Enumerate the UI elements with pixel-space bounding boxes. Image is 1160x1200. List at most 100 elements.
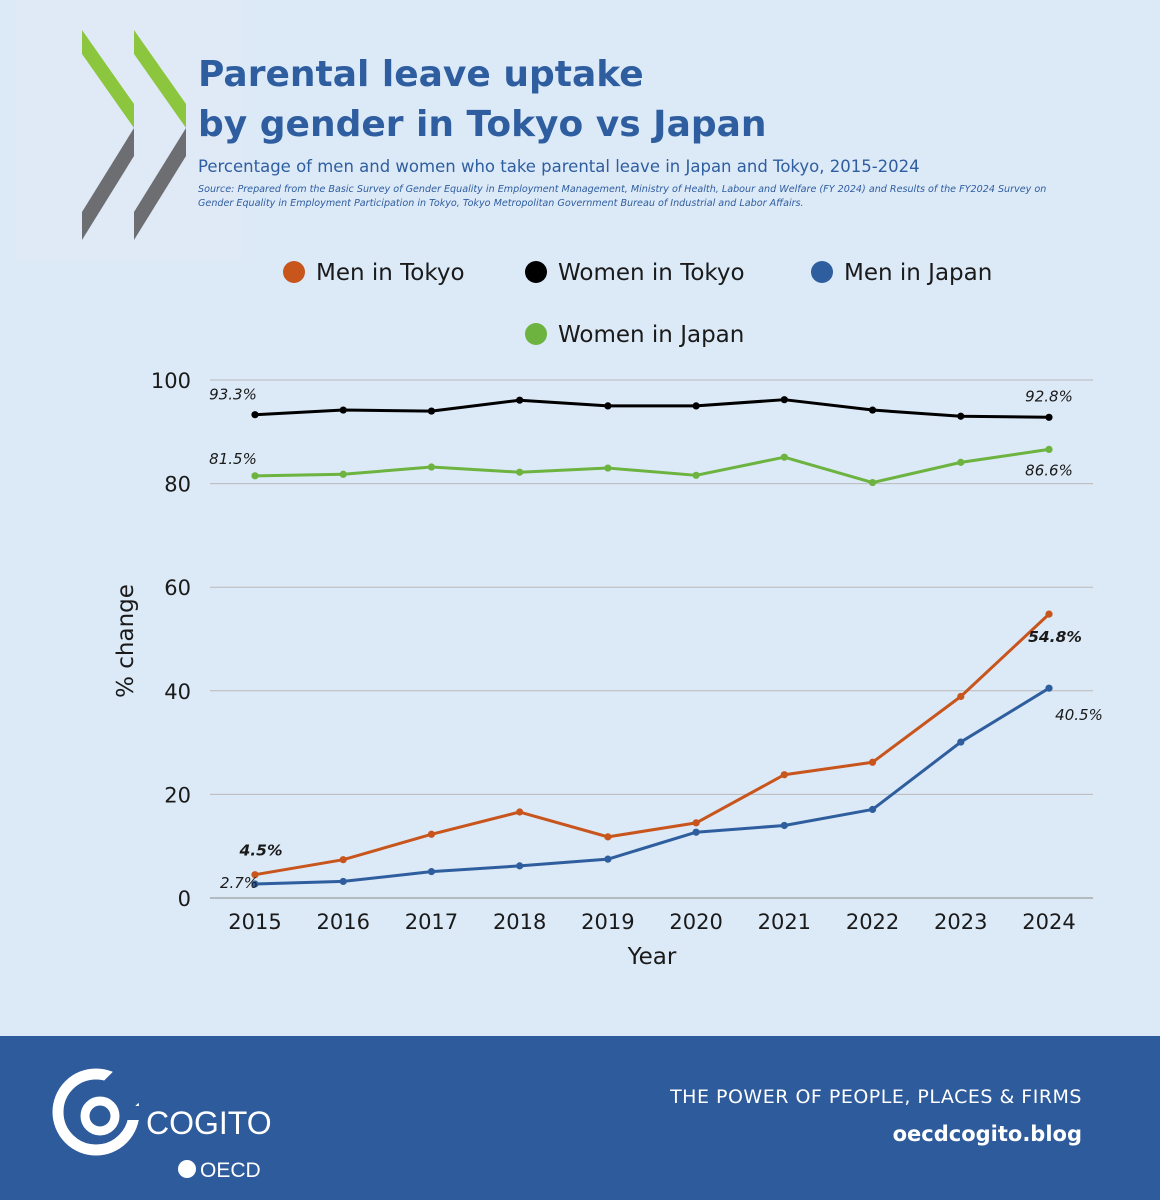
x-tick-label: 2019 — [581, 910, 634, 934]
data-point-men-in-japan — [339, 877, 347, 886]
data-point-men-in-tokyo — [427, 830, 436, 838]
data-point-women-in-tokyo — [780, 396, 788, 404]
y-axis-ticks: 0 20 40 60 80 100 — [151, 369, 191, 911]
chart-annotations: 93.3% 92.8% 81.5% 86.6% 4.5% 54.8% 2.7% 40.5% — [209, 386, 1103, 892]
series-line-men-in-japan — [254, 686, 1050, 886]
series-women-in-tokyo — [251, 396, 1053, 421]
x-tick-label: 2021 — [758, 910, 811, 934]
x-tick-label: 2022 — [846, 910, 899, 934]
data-point-women-in-tokyo — [957, 412, 965, 420]
data-point-men-in-tokyo — [868, 758, 877, 766]
line-chart: Men in Tokyo Women in Tokyo Men in Japan Wo… — [113, 260, 1103, 970]
data-point-women-in-japan — [692, 471, 700, 479]
data-point-men-in-japan — [427, 867, 436, 876]
data-point-women-in-tokyo — [604, 402, 612, 410]
footer-tagline: THE POWER OF PEOPLE, PLACES & FIRMS — [670, 1086, 1082, 1108]
data-label: 93.3% — [209, 386, 257, 404]
chart-legend: Men in Tokyo Women in Tokyo Men in Japan Wo… — [283, 260, 992, 348]
data-point-men-in-tokyo — [1045, 610, 1053, 618]
title-line-2: by gender in Tokyo vs Japan — [198, 104, 767, 145]
oecd-wordmark: OECD — [200, 1159, 261, 1180]
data-point-men-in-japan — [957, 738, 965, 746]
data-label: 86.6% — [1025, 461, 1073, 479]
data-label: 92.8% — [1025, 387, 1073, 405]
data-point-men-in-tokyo — [780, 771, 788, 779]
x-tick-label: 2016 — [316, 910, 369, 934]
data-point-men-in-tokyo — [692, 819, 700, 827]
data-point-men-in-japan — [604, 855, 612, 863]
data-point-women-in-tokyo — [1045, 413, 1053, 421]
data-point-men-in-tokyo — [957, 692, 965, 701]
data-label: 54.8% — [1028, 628, 1082, 646]
x-tick-label: 2017 — [405, 910, 458, 934]
chart-series — [251, 396, 1053, 888]
data-label: 2.7% — [220, 874, 258, 892]
series-line-men-in-tokyo — [254, 613, 1051, 877]
legend-label: Women in Japan — [558, 322, 744, 348]
data-point-women-in-japan — [516, 468, 524, 476]
cogito-logo: COGITO OECD — [50, 1057, 310, 1184]
data-point-men-in-japan — [251, 880, 259, 888]
y-tick-label: 40 — [164, 680, 191, 704]
data-point-women-in-japan — [957, 458, 965, 466]
x-axis-label: Year — [627, 944, 677, 970]
x-axis-ticks: 2015 2016 2017 2018 2019 2020 2021 2022 2023 2024 — [228, 910, 1075, 934]
data-point-women-in-tokyo — [516, 396, 524, 404]
data-point-women-in-japan — [339, 470, 347, 478]
x-tick-label: 2023 — [934, 910, 987, 934]
x-tick-label: 2020 — [669, 910, 722, 934]
data-point-men-in-tokyo — [339, 856, 347, 864]
data-label: 4.5% — [239, 842, 283, 860]
chart-subtitle: Percentage of men and women who take par… — [198, 157, 920, 176]
data-point-men-in-japan — [868, 805, 877, 814]
legend-marker — [525, 323, 547, 345]
series-men-in-tokyo — [251, 610, 1053, 879]
data-point-men-in-japan — [780, 821, 788, 830]
data-point-women-in-japan — [780, 453, 788, 461]
chart-grid — [210, 379, 1093, 899]
data-label: 81.5% — [209, 450, 257, 468]
data-point-men-in-tokyo — [516, 808, 524, 816]
legend-item: Women in Tokyo — [525, 260, 745, 286]
y-tick-label: 0 — [178, 887, 191, 911]
legend-item: Women in Japan — [525, 322, 744, 348]
footer: COGITO OECD THE POWER OF PEOPLE, PLACES … — [0, 1036, 1160, 1200]
legend-label: Women in Tokyo — [558, 260, 745, 286]
data-point-men-in-japan — [516, 862, 524, 870]
page-title: Parental leave uptake by gender in Tokyo… — [198, 50, 767, 150]
data-point-women-in-tokyo — [251, 411, 259, 419]
legend-label: Men in Japan — [844, 260, 992, 286]
legend-item: Men in Tokyo — [283, 260, 465, 286]
data-point-men-in-japan — [1045, 684, 1053, 692]
legend-marker — [525, 261, 547, 283]
series-line-women-in-japan — [254, 447, 1050, 485]
data-point-women-in-japan — [427, 463, 436, 471]
x-tick-label: 2015 — [228, 910, 281, 934]
series-men-in-japan — [251, 684, 1053, 888]
data-label: 40.5% — [1055, 706, 1103, 724]
y-tick-label: 80 — [164, 473, 191, 497]
title-line-1: Parental leave uptake — [198, 54, 644, 95]
y-tick-label: 20 — [164, 783, 191, 807]
data-point-women-in-tokyo — [339, 406, 347, 414]
legend-label: Men in Tokyo — [316, 260, 465, 286]
data-point-women-in-japan — [1045, 445, 1053, 454]
data-point-women-in-tokyo — [427, 407, 436, 415]
legend-item: Men in Japan — [811, 260, 992, 286]
legend-marker — [811, 261, 833, 283]
x-tick-label: 2018 — [493, 910, 546, 934]
data-point-men-in-tokyo — [251, 871, 259, 879]
website-link[interactable]: oecdcogito.blog — [892, 1122, 1082, 1146]
data-point-men-in-japan — [692, 828, 700, 836]
data-point-women-in-tokyo — [868, 406, 877, 414]
oecd-chevron-logo — [16, 0, 242, 262]
data-point-women-in-japan — [251, 472, 259, 480]
data-point-women-in-tokyo — [692, 402, 700, 410]
series-women-in-japan — [251, 445, 1053, 487]
data-point-men-in-tokyo — [604, 833, 612, 841]
data-point-women-in-japan — [868, 478, 877, 487]
y-tick-label: 60 — [164, 576, 191, 600]
series-line-women-in-tokyo — [254, 398, 1050, 419]
x-tick-label: 2024 — [1022, 910, 1075, 934]
y-tick-label: 100 — [151, 369, 191, 393]
